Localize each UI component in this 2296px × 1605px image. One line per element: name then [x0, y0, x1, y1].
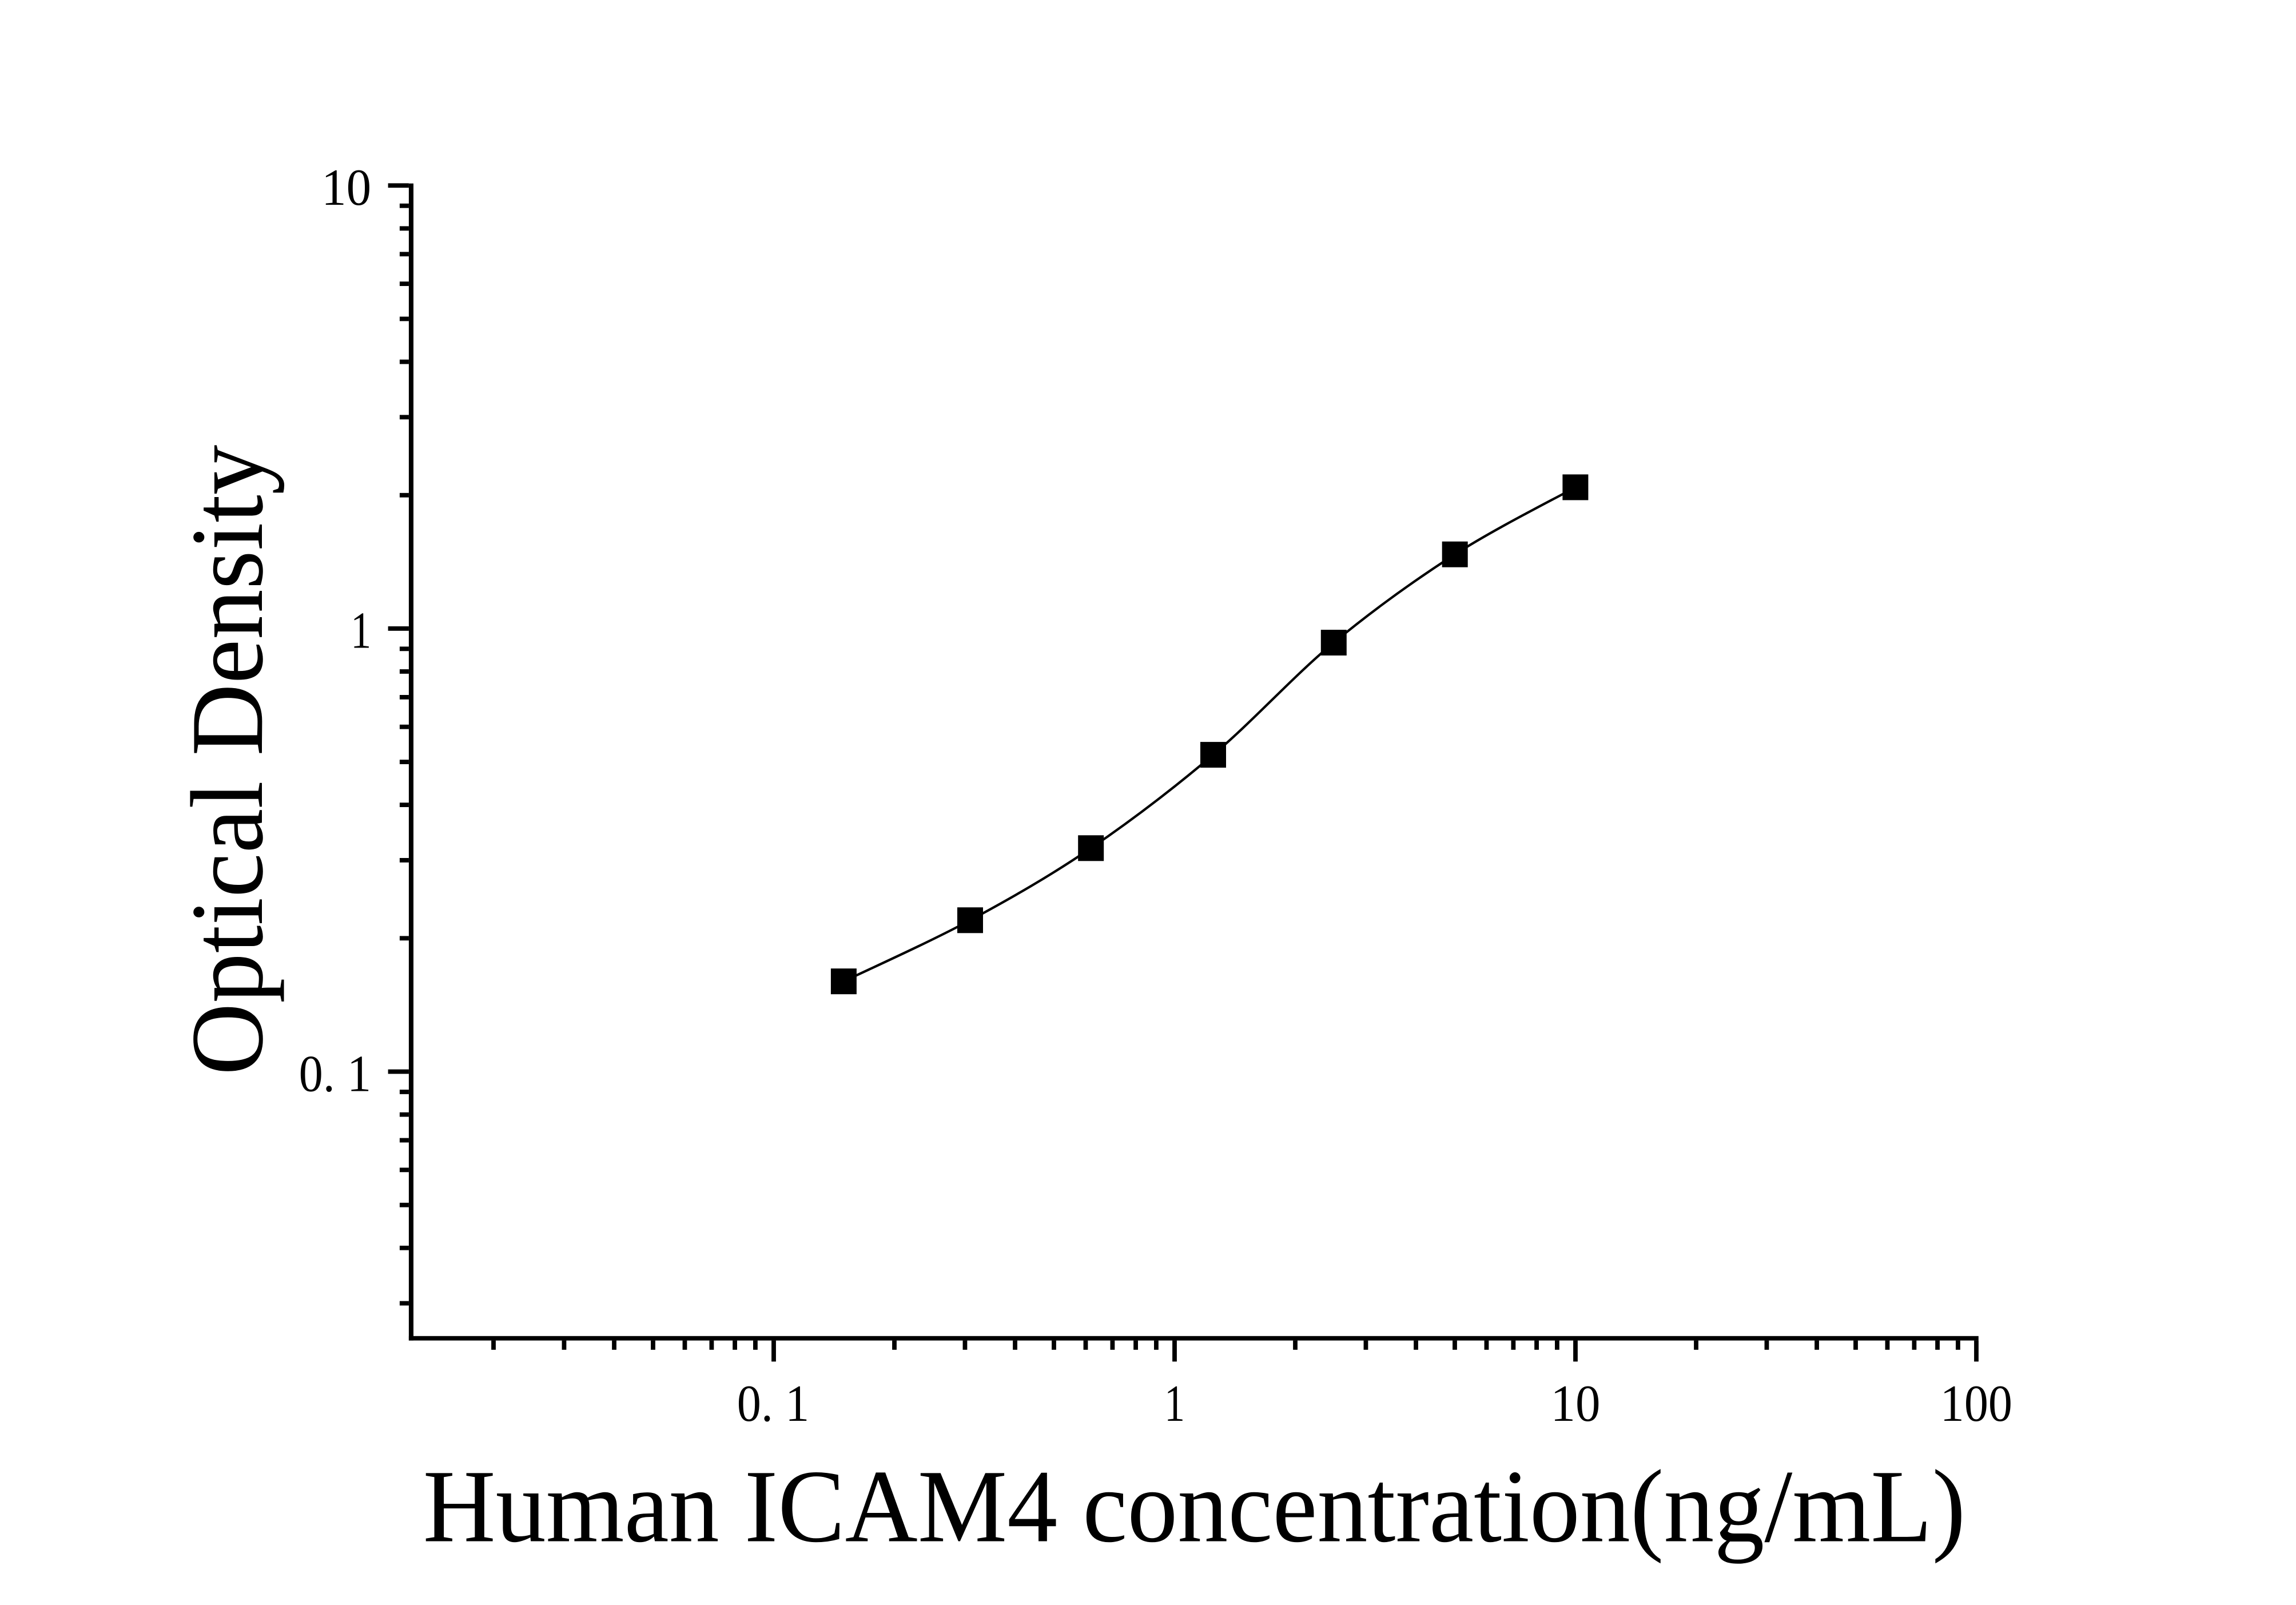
svg-text:100: 100 — [1940, 1374, 2012, 1432]
svg-text:1: 1 — [351, 601, 371, 659]
svg-text:10: 10 — [1550, 1374, 1600, 1432]
svg-text:0. 1: 0. 1 — [737, 1374, 810, 1432]
svg-text:10: 10 — [321, 158, 371, 216]
svg-text:Human ICAM4 concentration(ng/m: Human ICAM4 concentration(ng/mL) — [423, 1449, 1966, 1564]
svg-text:1: 1 — [1164, 1374, 1185, 1432]
svg-text:0. 1: 0. 1 — [299, 1045, 372, 1103]
svg-text:Optical Density: Optical Density — [170, 445, 285, 1075]
